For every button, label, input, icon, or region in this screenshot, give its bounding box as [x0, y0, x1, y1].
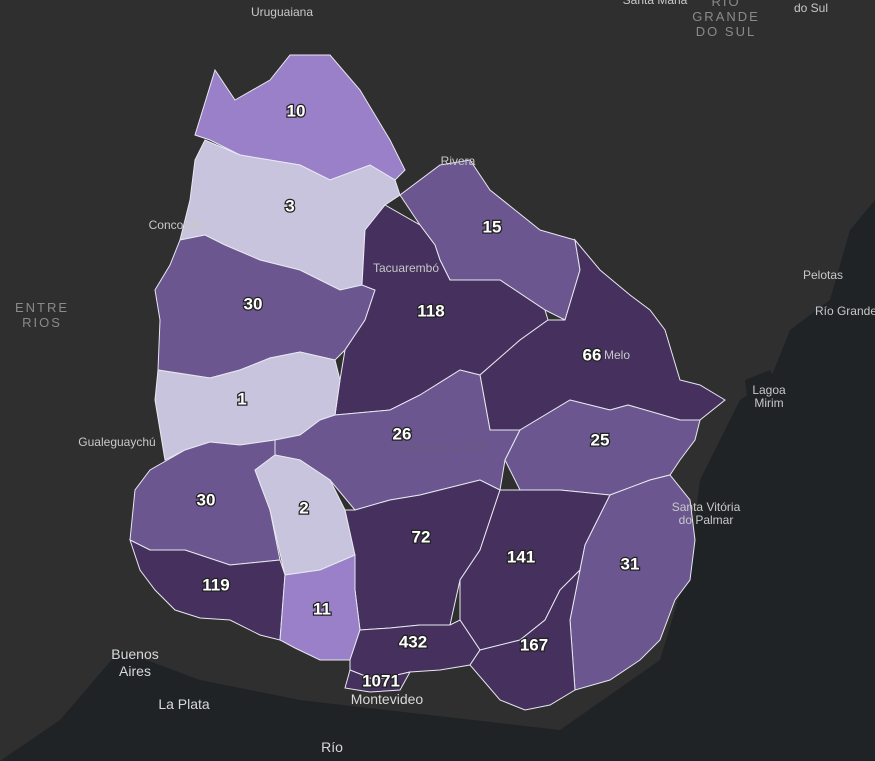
lagoon — [745, 370, 785, 430]
water — [0, 200, 875, 761]
place-label: Pelotas — [803, 268, 843, 282]
place-label: Río — [321, 739, 343, 755]
value-label: 25 — [591, 430, 610, 449]
place-label: Río Grande — [815, 304, 875, 318]
value-label: 10 — [287, 101, 306, 120]
place-label: Montevideo — [351, 691, 424, 707]
value-label: 26 — [393, 424, 412, 443]
value-label: 15 — [483, 217, 502, 236]
department — [344, 669, 411, 693]
place-label: Aires — [119, 663, 151, 679]
place-label: ENTRE — [15, 300, 69, 315]
value-label: 118 — [417, 301, 444, 320]
value-label: 119 — [202, 575, 229, 594]
value-label: 30 — [244, 294, 263, 313]
value-label: 72 — [412, 527, 431, 546]
value-label: 141 — [507, 547, 535, 566]
place-label: Concordia — [149, 218, 204, 232]
value-label: 1071 — [362, 671, 400, 690]
value-label: 31 — [621, 554, 640, 573]
value-label: 11 — [313, 599, 331, 618]
place-label: La Plata — [158, 696, 210, 712]
department — [129, 539, 286, 641]
place-label: do Palmar — [679, 513, 734, 527]
place-label: Tacuarembó — [373, 261, 439, 275]
value-label: 2 — [299, 498, 308, 517]
department — [569, 474, 696, 691]
value-label: 1 — [237, 389, 246, 408]
department — [154, 234, 376, 379]
place-label: GRANDE — [692, 9, 760, 24]
place-label: Rivera — [441, 154, 476, 168]
place-label: Santa Vitória — [672, 500, 741, 514]
place-label: Uruguaiana — [251, 5, 313, 19]
place-label: Santa Cruz — [781, 0, 841, 1]
value-label: 30 — [197, 490, 216, 509]
value-label: 432 — [399, 632, 427, 651]
place-label: Santa Maria — [623, 0, 688, 7]
place-label: RIO — [711, 0, 740, 9]
value-label: 66 — [583, 345, 602, 364]
value-label: 3 — [285, 196, 294, 215]
place-label: Melo — [604, 348, 630, 362]
place-label: URUGUAY — [398, 440, 491, 455]
value-label: 167 — [520, 635, 548, 654]
place-label: Gualeguaychú — [78, 435, 155, 449]
place-label: Lagoa — [752, 383, 786, 397]
place-label: do Sul — [794, 1, 828, 15]
department — [469, 568, 581, 711]
place-label: Buenos — [111, 646, 158, 662]
place-label: DO SUL — [696, 24, 756, 39]
place-label: RIOS — [22, 315, 62, 330]
place-label: Mirim — [754, 396, 783, 410]
